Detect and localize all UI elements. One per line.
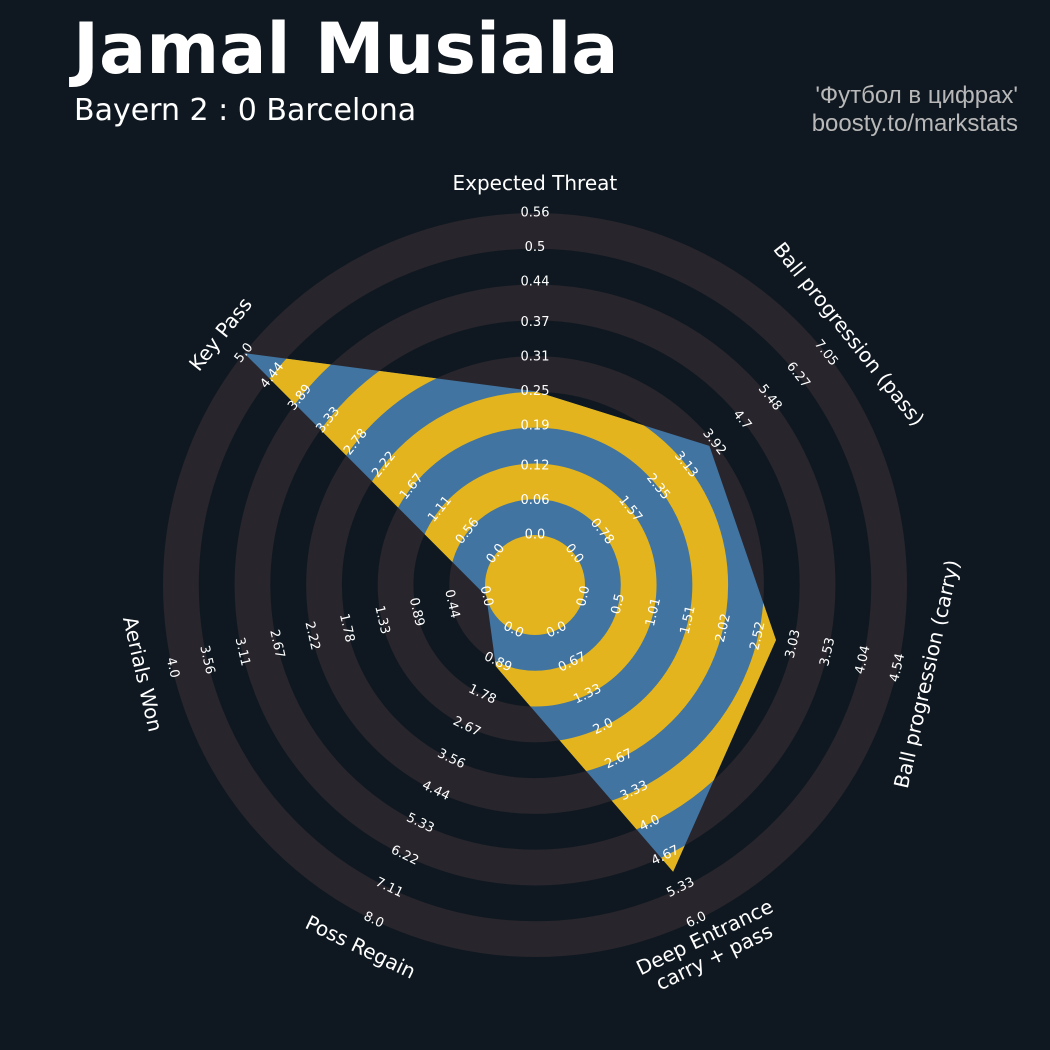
title: Jamal Musiala xyxy=(73,8,619,90)
ring xyxy=(234,284,836,886)
tick-label: 1.78 xyxy=(336,612,357,644)
polygon-ring xyxy=(485,535,585,635)
tick-label: 3.56 xyxy=(196,644,217,676)
tick-label: 0.5 xyxy=(525,240,546,255)
subtitle: Bayern 2 : 0 Barcelona xyxy=(74,93,417,128)
tick-label: 2.67 xyxy=(266,628,287,660)
tick-label: 3.03 xyxy=(783,628,804,660)
tick-label: 3.11 xyxy=(232,636,253,668)
tick-label: 0.0 xyxy=(477,584,496,608)
tick-label: 0.89 xyxy=(406,596,427,628)
tick-label: 4.04 xyxy=(853,644,874,676)
tick-label: 4.54 xyxy=(887,652,908,684)
tick-label: 0.12 xyxy=(521,459,550,474)
tick-label: 2.02 xyxy=(713,612,734,644)
tick-label: 1.01 xyxy=(643,596,664,628)
tick-label: 0.44 xyxy=(441,588,462,620)
tick-label: 0.56 xyxy=(521,206,550,221)
tick-label: 2.22 xyxy=(301,620,322,652)
credit: 'Футбол в цифрах' xyxy=(815,82,1018,109)
tick-label: 0.0 xyxy=(525,528,546,543)
tick-label: 1.33 xyxy=(371,604,392,636)
tick-label: 3.53 xyxy=(817,636,838,668)
credit: boosty.to/markstats xyxy=(811,110,1018,137)
tick-label: 0.06 xyxy=(521,493,550,508)
tick-label: 0.25 xyxy=(521,384,550,399)
tick-label: 0.37 xyxy=(521,315,550,330)
tick-label: 0.0 xyxy=(574,584,593,608)
tick-label: 2.52 xyxy=(747,620,768,652)
tick-label: 0.5 xyxy=(609,592,628,616)
tick-label: 0.31 xyxy=(521,349,550,364)
tick-label: 4.0 xyxy=(163,656,182,680)
tick-label: 0.44 xyxy=(521,275,550,290)
ring xyxy=(162,212,908,958)
param-label: Expected Threat xyxy=(452,171,618,195)
tick-label: 1.51 xyxy=(678,604,699,636)
tick-label: 0.19 xyxy=(521,418,550,433)
